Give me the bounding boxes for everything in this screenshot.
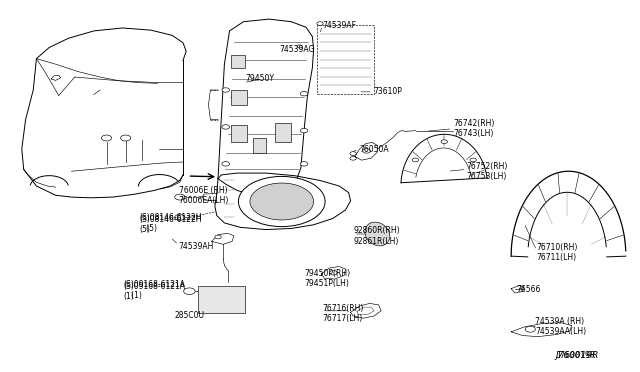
Circle shape — [222, 125, 230, 129]
Text: (S)09168-6121A
(1): (S)09168-6121A (1) — [124, 282, 186, 301]
Text: 76050A: 76050A — [359, 145, 388, 154]
Text: 76566: 76566 — [516, 285, 541, 294]
Text: 92860R(RH)
92861R(LH): 92860R(RH) 92861R(LH) — [354, 226, 401, 246]
Text: J760019R: J760019R — [556, 350, 596, 360]
Circle shape — [525, 326, 536, 332]
Text: 76742(RH)
76743(LH): 76742(RH) 76743(LH) — [454, 119, 495, 138]
Text: (S)09168-6121A
   (1): (S)09168-6121A (1) — [124, 280, 186, 300]
Circle shape — [297, 45, 302, 48]
Text: 79450Y: 79450Y — [246, 74, 275, 83]
Text: (S)08146-6122H
   (5): (S)08146-6122H (5) — [139, 213, 202, 232]
Text: J760019R: J760019R — [556, 350, 599, 360]
Bar — [317, 25, 374, 94]
Text: 74539AH: 74539AH — [179, 243, 214, 251]
Text: 74539AG: 74539AG — [279, 45, 315, 54]
Bar — [275, 123, 291, 142]
Circle shape — [215, 235, 221, 239]
Circle shape — [317, 22, 323, 25]
Circle shape — [412, 158, 419, 162]
Bar — [231, 55, 245, 68]
Text: 76716(RH)
76717(LH): 76716(RH) 76717(LH) — [323, 304, 364, 323]
Circle shape — [330, 270, 337, 275]
Bar — [253, 138, 266, 153]
Bar — [198, 286, 246, 313]
Circle shape — [363, 149, 371, 153]
Circle shape — [350, 152, 356, 155]
Text: 285C0U: 285C0U — [175, 311, 205, 320]
Circle shape — [441, 140, 447, 144]
Text: 74539AF: 74539AF — [322, 21, 356, 30]
Circle shape — [184, 288, 195, 295]
Circle shape — [239, 176, 325, 227]
Text: 79450P(RH)
79451P(LH): 79450P(RH) 79451P(LH) — [305, 269, 351, 288]
Circle shape — [120, 135, 131, 141]
Text: 73610P: 73610P — [373, 87, 402, 96]
Circle shape — [300, 128, 308, 133]
Circle shape — [300, 161, 308, 166]
Circle shape — [350, 157, 356, 160]
Circle shape — [250, 183, 314, 220]
Circle shape — [222, 88, 230, 92]
Circle shape — [175, 194, 185, 200]
Ellipse shape — [365, 222, 390, 246]
Text: (S)08146-6122H
(5): (S)08146-6122H (5) — [139, 215, 202, 234]
Circle shape — [300, 92, 308, 96]
Circle shape — [470, 158, 476, 162]
Text: 76006E (RH)
76006EA(LH): 76006E (RH) 76006EA(LH) — [179, 186, 229, 205]
Bar — [231, 90, 246, 105]
Text: 76752(RH)
76753(LH): 76752(RH) 76753(LH) — [467, 161, 508, 181]
Circle shape — [175, 214, 185, 220]
Circle shape — [101, 135, 111, 141]
Text: 74539A (RH)
74539AA(LH): 74539A (RH) 74539AA(LH) — [536, 317, 586, 336]
Text: 76710(RH)
76711(LH): 76710(RH) 76711(LH) — [537, 243, 578, 262]
Bar — [231, 125, 246, 142]
Circle shape — [222, 161, 230, 166]
